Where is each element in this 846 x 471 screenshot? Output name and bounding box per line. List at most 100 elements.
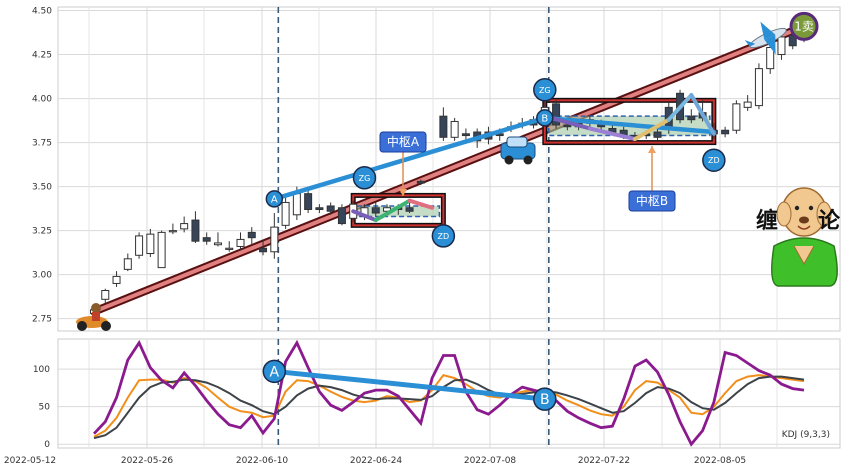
trend-line-inner bbox=[92, 24, 807, 314]
scooter-rider-body bbox=[92, 312, 100, 321]
monk-ear bbox=[816, 201, 832, 227]
price-ytick-label: 3.75 bbox=[32, 139, 52, 149]
kdj-markers: AB bbox=[262, 359, 557, 411]
airplane-tail bbox=[744, 40, 756, 47]
scooter-rider-head bbox=[91, 303, 101, 313]
marker-circle bbox=[352, 166, 377, 190]
candle-body bbox=[439, 115, 448, 138]
candle-body bbox=[337, 207, 346, 225]
candle-body bbox=[371, 207, 380, 214]
car-window bbox=[506, 136, 528, 148]
car-icon bbox=[500, 136, 536, 165]
monk-nose bbox=[799, 216, 809, 224]
marker-label: ZG bbox=[539, 86, 551, 95]
chan-title-glyph: 缠 bbox=[756, 208, 778, 234]
candle-body bbox=[653, 131, 662, 138]
kdj-series-lines bbox=[92, 339, 805, 447]
candle-body bbox=[304, 193, 313, 211]
price-ytick-label: 4.25 bbox=[32, 51, 52, 61]
zhongshu-segment bbox=[407, 198, 435, 210]
monk-ear bbox=[776, 201, 792, 227]
marker-label: B bbox=[541, 113, 548, 124]
candle-body bbox=[732, 103, 741, 131]
monk-eye bbox=[794, 205, 800, 211]
x-tick-label: 2022-06-10 bbox=[236, 456, 289, 466]
marker-circle bbox=[702, 148, 726, 172]
marker-label: ZD bbox=[438, 232, 450, 241]
candle-body bbox=[180, 223, 189, 230]
monk-mascot-icon bbox=[771, 187, 838, 287]
candle-body bbox=[405, 207, 414, 212]
price-ytick-label: 3.25 bbox=[32, 227, 52, 237]
price-markers: A B ZG ZD ZG ZD 1卖 bbox=[265, 11, 819, 248]
candle-body bbox=[461, 133, 470, 137]
kdj-series-j bbox=[92, 339, 805, 447]
sell-signal-label: 1卖 bbox=[794, 19, 814, 33]
candle-body bbox=[754, 68, 763, 107]
zhongshu-segment bbox=[666, 93, 694, 122]
bi-line bbox=[542, 115, 717, 135]
x-tick-label: 2022-06-24 bbox=[350, 456, 403, 466]
candle-body bbox=[135, 235, 144, 256]
zhongshu-arrow-head bbox=[399, 189, 407, 196]
candle-body bbox=[743, 101, 752, 108]
marker-label: A bbox=[271, 194, 278, 205]
zhongshu-arrow-head bbox=[648, 146, 656, 153]
candle-body bbox=[416, 180, 425, 184]
monk-eye bbox=[808, 205, 814, 211]
zhongshu-label: 中枢A bbox=[387, 134, 420, 149]
candle-body bbox=[281, 201, 290, 226]
kdj-ytick-label: 100 bbox=[33, 365, 50, 375]
candle-body bbox=[247, 231, 256, 239]
kdj-marker-label: A bbox=[270, 364, 280, 380]
zhongshu-segment bbox=[351, 209, 378, 223]
kdj-series-d bbox=[93, 375, 805, 440]
candle-body bbox=[191, 219, 200, 242]
price-ytick-label: 4.50 bbox=[32, 7, 52, 17]
price-ytick-label: 4.00 bbox=[32, 95, 52, 105]
price-y-axis: 2.75 3.00 3.25 3.50 3.75 4.00 4.25 4.50 bbox=[32, 7, 52, 325]
kdj-bi-line bbox=[271, 368, 548, 402]
zhongshu-segment bbox=[689, 93, 716, 136]
kdj-panel: 0 50 100 AB KDJ (9,3,3) bbox=[33, 338, 841, 450]
car-wheel bbox=[523, 155, 533, 165]
trend-line bbox=[90, 22, 809, 316]
marker-circle bbox=[431, 224, 456, 248]
x-tick-label: 2022-05-26 bbox=[121, 456, 174, 466]
price-ytick-label: 3.50 bbox=[32, 183, 52, 193]
candle-body bbox=[168, 230, 177, 233]
candle-body bbox=[123, 258, 132, 270]
zhongshu-segment bbox=[632, 117, 671, 142]
airplane-wing bbox=[764, 34, 776, 55]
x-tick-label: 2022-08-05 bbox=[694, 456, 746, 466]
kdj-ytick-label: 0 bbox=[44, 440, 50, 450]
scooter-icon bbox=[76, 303, 111, 331]
candle-body bbox=[202, 237, 211, 242]
price-divider-lines bbox=[277, 7, 550, 331]
kdj-series-k bbox=[93, 373, 805, 438]
decorations: 缠论 bbox=[76, 21, 841, 331]
kdj-panel-frame bbox=[57, 338, 841, 449]
candle-body bbox=[450, 120, 459, 138]
candle-body bbox=[766, 47, 775, 70]
kdj-marker-circle bbox=[262, 359, 287, 384]
kdj-ytick-label: 50 bbox=[39, 403, 51, 413]
monk-mouth bbox=[797, 225, 811, 230]
bi-lines bbox=[272, 115, 717, 202]
candle-body bbox=[326, 205, 335, 212]
airplane-wing bbox=[760, 21, 776, 40]
price-ytick-label: 2.75 bbox=[32, 315, 52, 325]
zhongshu-label-box bbox=[379, 131, 427, 153]
candle-body bbox=[270, 226, 279, 253]
candle-body bbox=[101, 290, 110, 300]
x-tick-label: 2022-07-08 bbox=[464, 456, 517, 466]
candle-body bbox=[225, 247, 234, 250]
bi-line bbox=[272, 115, 548, 202]
candle-body bbox=[112, 275, 121, 284]
marker-circle bbox=[533, 78, 557, 102]
zhongshu-segment bbox=[587, 126, 637, 142]
chan-title-glyph: 论 bbox=[818, 208, 841, 234]
marker-circle bbox=[265, 190, 284, 208]
candle-body bbox=[563, 124, 572, 128]
kdj-legend-text: KDJ (9,3,3) bbox=[782, 430, 830, 440]
